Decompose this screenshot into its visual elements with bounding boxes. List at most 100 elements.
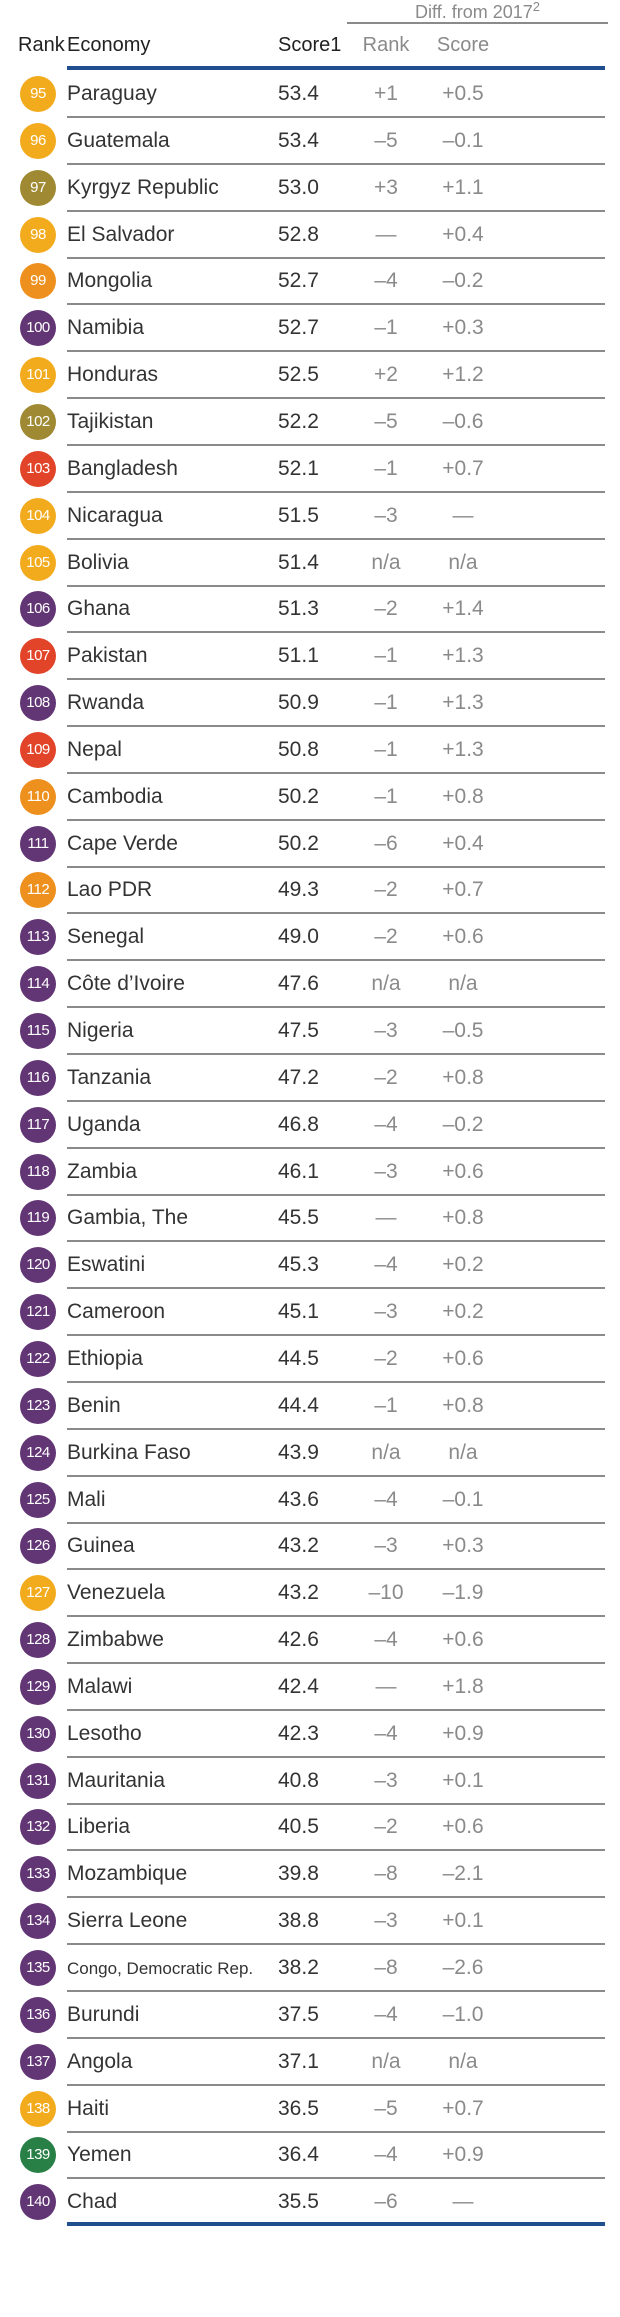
row-divider bbox=[67, 1615, 605, 1618]
rank-badge: 103 bbox=[20, 450, 56, 487]
score: 53.0 bbox=[278, 175, 319, 199]
table-row: 114 Côte d’Ivoire 47.6 n/a n/a bbox=[0, 961, 620, 1009]
row-divider bbox=[67, 2130, 605, 2133]
diff-score: n/a bbox=[448, 550, 478, 574]
table-row: 104 Nicaragua 51.5 –3 — bbox=[0, 493, 620, 540]
row-divider bbox=[67, 1146, 605, 1149]
diff-rank: +2 bbox=[374, 363, 398, 387]
score: 44.4 bbox=[278, 1393, 319, 1417]
score: 52.1 bbox=[278, 456, 319, 480]
economy-name: Lao PDR bbox=[67, 878, 153, 902]
economy-name: Kyrgyz Republic bbox=[67, 175, 219, 199]
rank-badge: 137 bbox=[20, 2043, 56, 2080]
economy-name: Venezuela bbox=[67, 1581, 166, 1605]
table-row: 138 Haiti 36.5 –5 +0.7 bbox=[0, 2086, 620, 2133]
rank-badge: 133 bbox=[20, 1856, 56, 1893]
diff-rank: n/a bbox=[371, 2049, 401, 2073]
row-divider bbox=[67, 1427, 605, 1430]
rank-badge: 100 bbox=[20, 310, 56, 347]
rank-badge: 107 bbox=[20, 638, 56, 675]
score: 52.7 bbox=[278, 316, 319, 340]
rank-badge: 122 bbox=[20, 1340, 56, 1377]
diff-score: — bbox=[452, 503, 474, 527]
diff-score: +0.9 bbox=[442, 1721, 484, 1745]
diff-rank: +1 bbox=[374, 82, 398, 105]
diff-score: +0.8 bbox=[442, 1065, 484, 1089]
economy-name: Senegal bbox=[67, 925, 145, 949]
economy-name: Burundi bbox=[67, 2002, 140, 2026]
diff-score: +0.9 bbox=[442, 2143, 484, 2167]
economy-name: Guinea bbox=[67, 1534, 135, 1558]
economy-name: Zambia bbox=[67, 1159, 138, 1183]
rank-badge: 99 bbox=[20, 263, 56, 300]
economy-name: Cambodia bbox=[67, 784, 163, 808]
table-row: 127 Venezuela 43.2 –10 –1.9 bbox=[0, 1570, 620, 1618]
economy-name: Sierra Leone bbox=[67, 1909, 188, 1933]
row-divider bbox=[67, 2036, 605, 2039]
diff-rank: –2 bbox=[374, 925, 398, 949]
table-row: 119 Gambia, The 45.5 — +0.8 bbox=[0, 1195, 620, 1243]
row-divider bbox=[67, 1943, 605, 1946]
diff-score: +0.7 bbox=[442, 2096, 484, 2120]
row-divider bbox=[67, 537, 605, 540]
rank-badge: 113 bbox=[20, 919, 56, 956]
table-row: 96 Guatemala 53.4 –5 –0.1 bbox=[0, 118, 620, 165]
row-divider bbox=[67, 818, 605, 821]
diff-rank: — bbox=[375, 1206, 397, 1230]
diff-rank: — bbox=[375, 1674, 397, 1698]
diff-score: +1.4 bbox=[442, 597, 484, 621]
score: 43.2 bbox=[278, 1581, 319, 1605]
row-divider bbox=[67, 1474, 605, 1477]
table-row: 120 Eswatini 45.3 –4 +0.2 bbox=[0, 1242, 620, 1290]
rank-badge: 117 bbox=[20, 1106, 56, 1143]
score: 51.5 bbox=[278, 503, 319, 527]
rank-badge: 96 bbox=[20, 122, 56, 159]
diff-score: –1.9 bbox=[442, 1581, 484, 1605]
table-row: 103 Bangladesh 52.1 –1 +0.7 bbox=[0, 446, 620, 493]
economy-name: Nicaragua bbox=[67, 503, 163, 527]
table-row: 108 Rwanda 50.9 –1 +1.3 bbox=[0, 680, 620, 728]
table-row: 113 Senegal 49.0 –2 +0.6 bbox=[0, 914, 620, 962]
diff-score: +0.3 bbox=[442, 316, 484, 340]
table-row: 121 Cameroon 45.1 –3 +0.2 bbox=[0, 1289, 620, 1337]
table-row: 128 Zimbabwe 42.6 –4 +0.6 bbox=[0, 1617, 620, 1665]
rank-badge: 128 bbox=[20, 1622, 56, 1659]
row-divider bbox=[67, 1990, 605, 1992]
table-row: 99 Mongolia 52.7 –4 –0.2 bbox=[0, 258, 620, 306]
row-divider bbox=[67, 1334, 605, 1337]
score: 43.9 bbox=[278, 1440, 319, 1464]
diff-rank: –3 bbox=[374, 1909, 398, 1933]
score: 35.5 bbox=[278, 2190, 319, 2214]
rank-badge: 131 bbox=[20, 1762, 56, 1799]
score: 45.1 bbox=[278, 1300, 319, 1324]
row-divider bbox=[67, 1662, 605, 1665]
score: 53.4 bbox=[278, 82, 319, 105]
diff-rank: –1 bbox=[374, 316, 398, 340]
rank-badge: 109 bbox=[20, 731, 56, 768]
diff-rank: –1 bbox=[374, 644, 398, 668]
table-row: 140 Chad 35.5 –6 — bbox=[0, 2179, 620, 2226]
score: 42.3 bbox=[278, 1721, 319, 1745]
rank-badge: 118 bbox=[20, 1153, 56, 1190]
row-divider bbox=[67, 1896, 605, 1899]
rank-badge: 95 bbox=[20, 76, 56, 112]
row-divider bbox=[67, 959, 605, 962]
diff-rank: –10 bbox=[368, 1581, 404, 1605]
economy-name: Malawi bbox=[67, 1674, 133, 1698]
diff-rank: –2 bbox=[374, 1346, 398, 1370]
score: 36.4 bbox=[278, 2143, 319, 2167]
score: 44.5 bbox=[278, 1346, 319, 1370]
diff-rank: –3 bbox=[374, 503, 398, 527]
rank-badge: 136 bbox=[20, 1996, 56, 2033]
diff-score: +1.3 bbox=[442, 737, 484, 761]
diff-rank: –3 bbox=[374, 1534, 398, 1558]
header-score: Score1 bbox=[278, 34, 342, 56]
table-row: 97 Kyrgyz Republic 53.0 +3 +1.1 bbox=[0, 165, 620, 212]
diff-score: +1.2 bbox=[442, 363, 484, 387]
table-row: 136 Burundi 37.5 –4 –1.0 bbox=[0, 1992, 620, 2039]
rank-badge: 105 bbox=[20, 544, 56, 581]
rank-badge: 98 bbox=[20, 216, 56, 253]
score: 38.8 bbox=[278, 1909, 319, 1933]
diff-score: +0.7 bbox=[442, 456, 484, 480]
rank-badge: 132 bbox=[20, 1809, 56, 1846]
